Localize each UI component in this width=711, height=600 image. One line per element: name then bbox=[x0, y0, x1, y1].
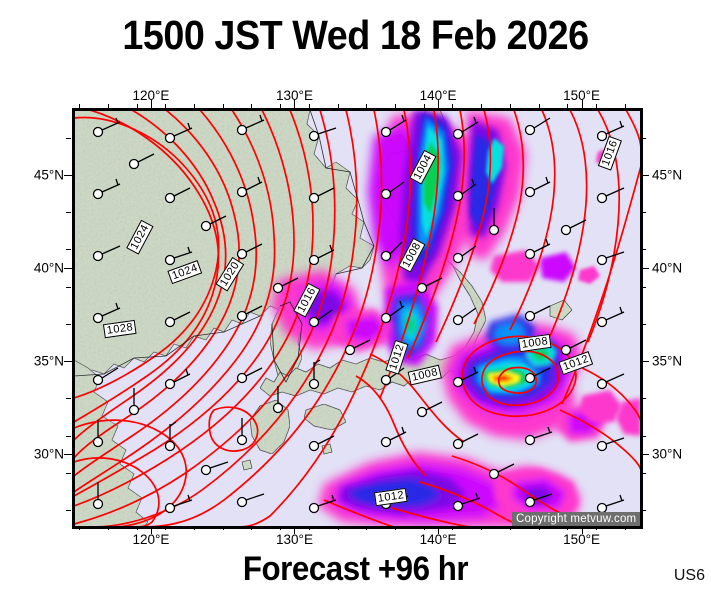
lat-minor-tickmark bbox=[66, 212, 71, 214]
lon-tick-top-150: 150°E bbox=[563, 88, 601, 103]
lon-tickmark bbox=[150, 526, 152, 534]
lon-minor-tickmark bbox=[423, 104, 425, 108]
lat-minor-tickmark bbox=[641, 137, 646, 139]
map-frame: 1024 1024 1020 1028 1016 1012 1008 1004 1008 1008… bbox=[72, 108, 643, 529]
lat-tick-right-35: 35°N bbox=[652, 353, 683, 369]
lon-minor-tickmark bbox=[366, 104, 368, 108]
lon-minor-tickmark bbox=[194, 104, 195, 108]
copyright-notice: Copyright metvuw.com bbox=[512, 512, 641, 526]
lat-tickmark bbox=[64, 268, 72, 270]
lat-minor-tickmark bbox=[66, 510, 71, 512]
lat-minor-tickmark bbox=[66, 249, 71, 251]
map-graphics bbox=[74, 110, 641, 527]
lat-minor-tickmark bbox=[641, 510, 646, 512]
lon-tick-top-120: 120°E bbox=[132, 88, 170, 103]
lon-minor-tickmark bbox=[136, 104, 138, 108]
lon-tickmark bbox=[294, 100, 296, 108]
lon-minor-tickmark bbox=[79, 104, 81, 108]
isobars bbox=[74, 110, 641, 527]
lon-tickmark bbox=[581, 100, 583, 108]
lat-minor-tickmark bbox=[66, 435, 71, 437]
lat-minor-tickmark bbox=[66, 286, 71, 288]
lon-minor-tickmark bbox=[567, 104, 569, 108]
lat-minor-tickmark bbox=[641, 472, 646, 474]
lat-minor-tickmark bbox=[641, 323, 646, 325]
forecast-lead-time-label: Forecast +96 hr bbox=[242, 550, 469, 588]
lat-minor-tickmark bbox=[641, 212, 646, 214]
lon-minor-tickmark bbox=[481, 104, 483, 108]
lon-minor-tickmark bbox=[595, 104, 597, 108]
lat-tickmark bbox=[64, 454, 72, 456]
lon-minor-tickmark bbox=[308, 104, 310, 108]
lon-minor-tickmark bbox=[394, 104, 396, 108]
lat-minor-tickmark bbox=[66, 361, 71, 363]
lon-minor-tickmark bbox=[107, 104, 109, 108]
lon-tickmark bbox=[581, 526, 583, 534]
lat-minor-tickmark bbox=[66, 323, 71, 325]
model-identifier-label: US6 bbox=[673, 567, 705, 584]
lon-tickmark bbox=[294, 526, 296, 534]
lon-minor-tickmark bbox=[280, 104, 282, 108]
lat-tick-right-30: 30°N bbox=[652, 446, 683, 462]
lat-minor-tickmark bbox=[641, 286, 646, 288]
lat-minor-tickmark bbox=[66, 175, 71, 177]
lon-minor-tickmark bbox=[337, 104, 339, 108]
lat-minor-tickmark bbox=[641, 175, 646, 177]
lat-minor-tickmark bbox=[641, 435, 646, 437]
lat-tick-left-40: 40°N bbox=[33, 260, 64, 276]
lat-tick-left-45: 45°N bbox=[33, 167, 64, 183]
lat-minor-tickmark bbox=[641, 249, 646, 251]
lon-tickmark bbox=[438, 526, 440, 534]
lon-minor-tickmark bbox=[251, 104, 253, 108]
wind-barbs bbox=[92, 114, 625, 514]
lon-minor-tickmark bbox=[222, 104, 224, 108]
lat-minor-tickmark bbox=[641, 398, 646, 400]
lon-tick-bottom-120: 120°E bbox=[132, 532, 170, 547]
lon-tick-top-140: 140°E bbox=[419, 88, 457, 103]
coastlines bbox=[74, 110, 375, 383]
lon-tick-bottom-150: 150°E bbox=[563, 532, 601, 547]
lon-minor-tickmark bbox=[452, 104, 454, 108]
lat-minor-tickmark bbox=[66, 398, 71, 400]
lon-tick-bottom-140: 140°E bbox=[419, 532, 457, 547]
lat-tick-left-35: 35°N bbox=[33, 353, 64, 369]
lon-minor-tickmark bbox=[624, 104, 626, 108]
lon-minor-tickmark bbox=[538, 104, 540, 108]
map-canvas: 1024 1024 1020 1028 1016 1012 1008 1004 1008 1008… bbox=[74, 110, 641, 527]
lon-tick-top-130: 130°E bbox=[276, 88, 313, 103]
lon-tick-bottom-130: 130°E bbox=[276, 532, 313, 547]
lat-minor-tickmark bbox=[66, 137, 71, 139]
lon-minor-tickmark bbox=[509, 104, 511, 108]
lat-tickmark bbox=[641, 454, 649, 456]
page-title: 1500 JST Wed 18 Feb 2026 bbox=[122, 12, 589, 58]
lat-tickmark bbox=[641, 268, 649, 270]
lat-minor-tickmark bbox=[66, 472, 71, 474]
lat-tick-right-45: 45°N bbox=[652, 167, 683, 183]
lat-tick-left-30: 30°N bbox=[33, 446, 64, 462]
lon-minor-tickmark bbox=[165, 104, 167, 108]
lat-minor-tickmark bbox=[641, 361, 646, 363]
lon-tickmark bbox=[438, 100, 440, 108]
lat-tick-right-40: 40°N bbox=[652, 260, 683, 276]
lon-tickmark bbox=[150, 100, 152, 108]
